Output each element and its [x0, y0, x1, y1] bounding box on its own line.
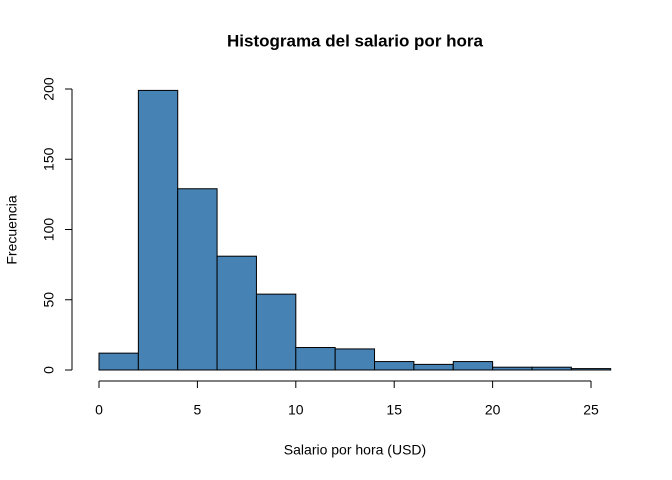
bar	[570, 368, 612, 371]
x-tick-label: 15	[386, 402, 402, 418]
x-tick-label: 20	[485, 402, 501, 418]
bar	[531, 366, 572, 371]
y-tick-label: 50	[41, 292, 57, 308]
x-axis-label: Salario por hora (USD)	[284, 442, 426, 458]
y-tick-label: 200	[41, 77, 57, 101]
x-tick-label: 25	[583, 402, 599, 418]
x-tick-label: 10	[288, 402, 304, 418]
y-tick-label: 100	[41, 218, 57, 242]
bar	[216, 255, 257, 371]
chart-title: Histograma del salario por hora	[227, 31, 484, 50]
bar	[137, 89, 179, 371]
x-tick-label: 0	[95, 402, 103, 418]
bar	[374, 361, 415, 371]
bar	[255, 293, 297, 371]
y-tick-label: 150	[41, 147, 57, 171]
bar	[452, 361, 494, 371]
bar	[177, 188, 218, 371]
bar	[413, 363, 454, 371]
bar	[334, 348, 376, 371]
bar	[98, 352, 139, 371]
y-tick-label: 0	[41, 366, 57, 374]
y-axis-label: Frecuencia	[4, 195, 20, 264]
x-tick-label: 5	[194, 402, 202, 418]
bar	[492, 366, 533, 371]
bar	[295, 347, 336, 371]
